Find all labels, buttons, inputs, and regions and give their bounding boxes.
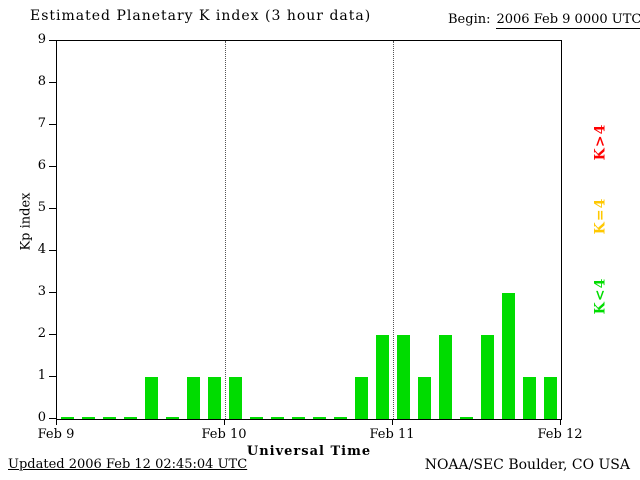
kp-bar [292,417,305,419]
y-tick-label: 9 [37,32,46,47]
kp-bar [460,417,473,419]
kp-bar [502,293,515,419]
credit-text: NOAA/SEC Boulder, CO USA [424,457,630,473]
y-tick-label: 4 [37,242,46,257]
y-tick [49,250,56,251]
y-tick [49,124,56,125]
legend-k-equal-4-label: K=4 [592,197,609,235]
kp-bar [250,417,263,419]
legend-k-below-4-label: K<4 [592,277,609,315]
kp-bar [313,417,326,419]
kp-bar [355,377,368,419]
x-tick-label: Feb 11 [369,427,415,442]
begin-value: 2006 Feb 9 0000 UTC [496,12,640,29]
kp-bar [187,377,200,419]
kp-bar [397,335,410,419]
y-tick [49,376,56,377]
kp-bar [229,377,242,419]
y-tick [49,208,56,209]
y-tick-label: 3 [37,284,46,299]
begin-label: Begin: [448,12,491,27]
legend-k-above-4: K>4 [582,110,618,174]
x-tick-label: Feb 9 [37,427,75,442]
kp-bar [145,377,158,419]
kp-bar [166,417,179,419]
kp-bar [271,417,284,419]
y-tick-label: 8 [37,74,46,89]
legend-k-below-4: K<4 [582,264,618,328]
y-tick [49,292,56,293]
y-tick [49,40,56,41]
legend-k-above-4-label: K>4 [592,123,609,161]
y-tick [49,166,56,167]
kp-bar [208,377,221,419]
begin-timestamp: Begin: 2006 Feb 9 0000 UTC [448,12,640,29]
plot-area [56,40,562,420]
y-tick [49,418,56,419]
kp-bar [103,417,116,419]
kp-bar [439,335,452,419]
kp-bar [523,377,536,419]
day-gridline [225,41,226,419]
y-tick-label: 0 [37,410,46,425]
y-tick-label: 2 [37,326,46,341]
x-tick-label: Feb 12 [537,427,583,442]
y-tick [49,82,56,83]
x-tick [392,419,393,425]
updated-timestamp: Updated 2006 Feb 12 02:45:04 UTC [8,457,248,472]
kp-bar [544,377,557,419]
x-tick [56,419,57,425]
y-tick-label: 6 [37,158,46,173]
y-tick [49,334,56,335]
y-tick-label: 5 [37,200,46,215]
y-tick-label: 1 [37,368,46,383]
kp-bar [418,377,431,419]
x-tick [560,419,561,425]
legend-k-equal-4: K=4 [582,184,618,248]
kp-bar [481,335,494,419]
y-tick-label: 7 [37,116,46,131]
x-tick-label: Feb 10 [201,427,247,442]
chart-title: Estimated Planetary K index (3 hour data… [30,8,372,24]
day-gridline [393,41,394,419]
kp-bar [376,335,389,419]
x-tick [224,419,225,425]
kp-bar [61,417,74,419]
x-axis-label: Universal Time [246,444,372,459]
kp-bar [82,417,95,419]
kp-bar [124,417,137,419]
kp-bar [334,417,347,419]
